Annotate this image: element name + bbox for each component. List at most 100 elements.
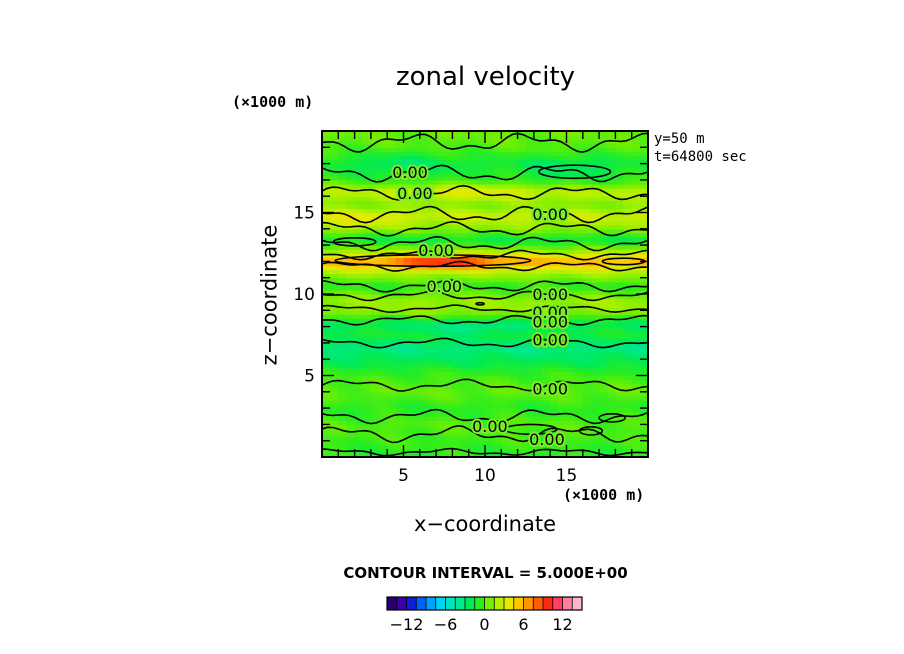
field-cell: [346, 212, 356, 218]
field-cell: [639, 163, 648, 169]
field-cell: [599, 416, 608, 421]
field-cell: [542, 440, 551, 446]
field-cell: [639, 399, 648, 405]
field-cell: [533, 159, 543, 165]
contour-label: 0.00: [532, 380, 568, 399]
field-cell: [468, 228, 478, 234]
field-cell: [533, 408, 543, 413]
field-cell: [558, 289, 568, 295]
field-cell: [379, 351, 388, 356]
field-cell: [574, 220, 584, 226]
field-cell: [485, 188, 494, 193]
field-cell: [590, 334, 600, 340]
field-cell: [338, 342, 348, 348]
field-cell: [330, 228, 339, 234]
field-cell: [370, 200, 380, 205]
field-cell: [460, 383, 470, 389]
field-cell: [517, 399, 527, 405]
field-cell: [354, 131, 364, 136]
field-cell: [395, 204, 405, 210]
field-cell: [615, 420, 625, 425]
field-cell: [623, 277, 633, 283]
field-cell: [444, 383, 453, 389]
field-cell: [525, 232, 535, 238]
field-cell: [411, 298, 421, 303]
field-cell: [379, 281, 388, 287]
field-cell: [395, 228, 405, 234]
field-cell: [574, 171, 584, 177]
field-cell: [362, 273, 372, 279]
field-cell: [322, 363, 331, 368]
field-cell: [582, 391, 592, 397]
field-cell: [322, 196, 331, 201]
field-cell: [558, 383, 568, 389]
field-cell: [615, 298, 625, 303]
field-cell: [322, 147, 331, 152]
field-cell: [509, 359, 519, 364]
field-cell: [427, 294, 437, 299]
field-cell: [607, 245, 616, 250]
field-cell: [550, 395, 559, 401]
field-cell: [411, 346, 421, 352]
field-cell: [533, 395, 543, 401]
field-cell: [607, 375, 616, 381]
field-cell: [501, 359, 511, 364]
field-cell: [338, 440, 348, 446]
field-cell: [582, 171, 592, 177]
field-cell: [403, 416, 413, 421]
field-cell: [370, 245, 380, 250]
field-cell: [542, 363, 551, 368]
field-cell: [542, 147, 551, 152]
field-cell: [436, 399, 445, 405]
field-cell: [452, 200, 462, 205]
colorbar-tick-label: −6: [434, 615, 458, 634]
field-cell: [330, 399, 339, 405]
field-cell: [639, 383, 648, 389]
field-cell: [395, 383, 405, 389]
field-cell: [427, 261, 437, 267]
field-cell: [599, 273, 608, 279]
field-cell: [566, 420, 576, 425]
field-cell: [419, 326, 429, 332]
field-cell: [411, 200, 421, 205]
field-cell: [639, 139, 648, 144]
field-cell: [566, 330, 576, 336]
field-cell: [370, 371, 380, 377]
field-cell: [582, 355, 592, 360]
field-cell: [623, 346, 633, 352]
field-cell: [436, 428, 445, 434]
field-cell: [338, 147, 348, 152]
field-cell: [468, 346, 478, 352]
field-cell: [354, 363, 364, 368]
field-cell: [419, 399, 429, 405]
field-cell: [542, 273, 551, 279]
field-cell: [485, 420, 494, 425]
field-cell: [395, 375, 405, 381]
field-cell: [607, 228, 616, 234]
field-cell: [346, 326, 356, 332]
field-cell: [493, 363, 502, 368]
field-cell: [582, 338, 592, 344]
field-cell: [517, 228, 527, 234]
field-cell: [330, 359, 339, 364]
field-cell: [338, 192, 348, 197]
field-cell: [468, 216, 478, 222]
field-cell: [395, 322, 405, 328]
field-cell: [468, 241, 478, 246]
field-cell: [403, 420, 413, 425]
field-cell: [419, 183, 429, 189]
contour-label: 0.00: [529, 430, 565, 449]
field-cell: [370, 383, 380, 389]
field-cell: [427, 179, 437, 185]
field-cell: [346, 420, 356, 425]
field-cell: [485, 171, 494, 177]
field-cell: [615, 346, 625, 352]
field-cell: [476, 363, 486, 368]
field-cell: [631, 359, 641, 364]
field-cell: [582, 444, 592, 450]
field-cell: [615, 265, 625, 271]
field-cell: [582, 359, 592, 364]
field-cell: [436, 232, 445, 238]
field-cell: [476, 143, 486, 148]
field-cell: [533, 294, 543, 299]
